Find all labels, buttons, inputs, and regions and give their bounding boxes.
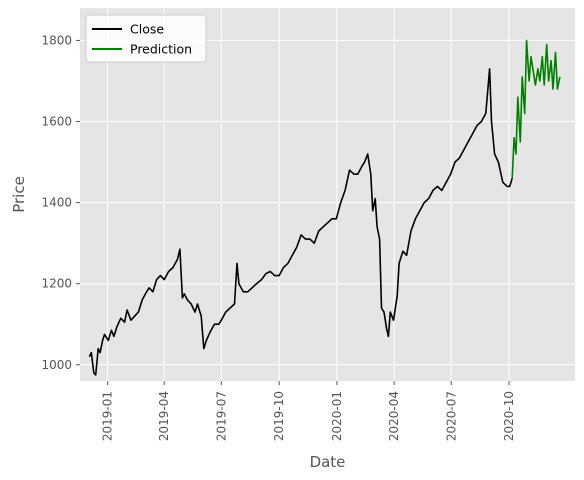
x-tick-label: 2019-04 — [157, 391, 171, 441]
x-tick-label: 2019-01 — [101, 391, 115, 441]
legend-box — [85, 14, 207, 63]
y-tick-label: 1200 — [41, 277, 72, 291]
x-axis-title: Date — [310, 453, 346, 471]
legend: Close Prediction — [85, 14, 207, 63]
y-axis-title: Price — [10, 176, 28, 213]
grid — [80, 8, 575, 381]
x-tick-label: 2019-10 — [272, 391, 286, 441]
y-tick-label: 1800 — [41, 33, 72, 47]
x-tick-label: 2020-10 — [502, 391, 516, 441]
x-tick-label: 2020-04 — [387, 391, 401, 441]
x-tick-label: 2020-07 — [444, 391, 458, 441]
y-tick-label: 1400 — [41, 196, 72, 210]
legend-label-prediction: Prediction — [130, 42, 192, 57]
series-lines — [88, 39, 561, 376]
y-tick-label: 1600 — [41, 115, 72, 129]
x-tick-label: 2020-01 — [330, 391, 344, 441]
x-axis-ticks: 2019-01 2019-04 2019-07 2019-10 2020-01 2020-… — [101, 381, 516, 441]
series-line-prediction — [511, 39, 561, 179]
plot-area — [80, 8, 575, 381]
y-axis-ticks: 1000 1200 1400 1600 1800 — [41, 33, 80, 372]
y-tick-label: 1000 — [41, 358, 72, 372]
series-line-close — [88, 68, 513, 376]
legend-label-close: Close — [130, 22, 164, 37]
x-tick-label: 2019-07 — [214, 391, 228, 441]
